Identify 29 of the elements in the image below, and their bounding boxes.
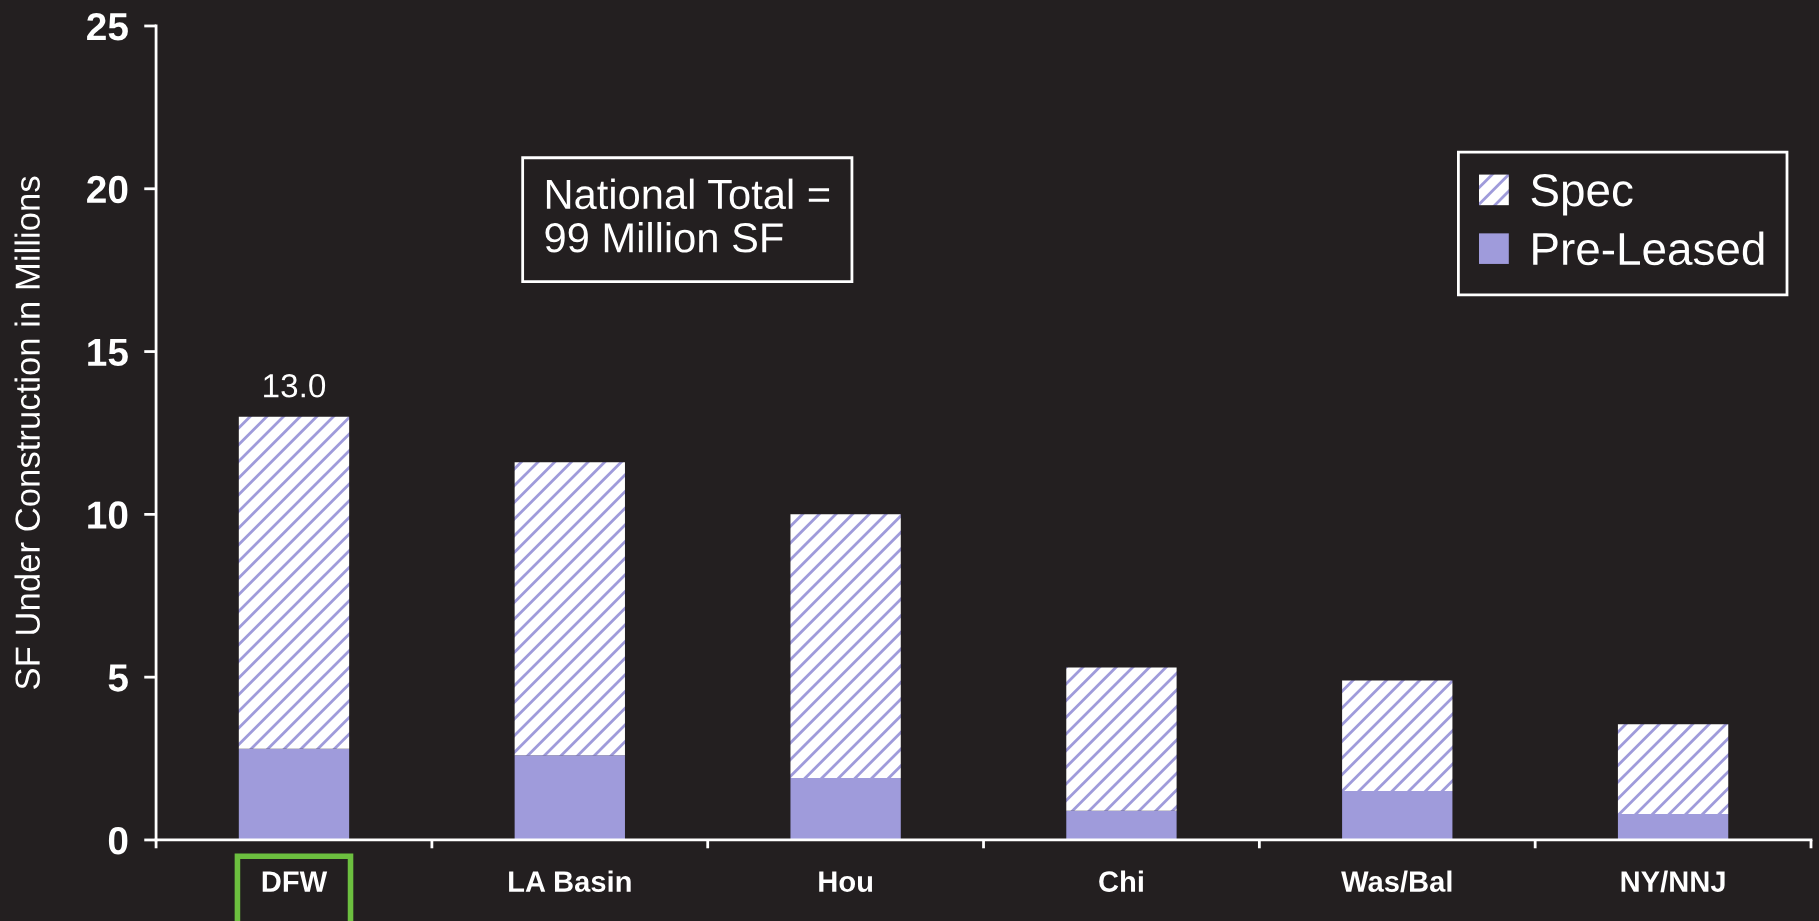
x-tick-label: LA Basin <box>509 870 631 892</box>
bar <box>238 748 350 840</box>
bar <box>1617 724 1729 814</box>
bar <box>514 462 625 756</box>
annotation: National Total = 99 Million SF <box>545 178 830 253</box>
x-tick-label: DFW <box>262 871 328 892</box>
bar <box>238 416 350 749</box>
bar <box>514 755 625 840</box>
bar <box>1066 810 1177 840</box>
legend-label: Spec <box>1531 173 1633 216</box>
y-tick-label: 0 <box>108 826 128 855</box>
y-tick-label: 25 <box>87 12 128 41</box>
bar <box>1617 813 1729 840</box>
y-tick-label: 5 <box>108 664 128 692</box>
y-tick-label: 20 <box>87 175 128 204</box>
x-tick-label: NY/NNJ <box>1621 870 1725 893</box>
x-tick-label: Was/Bal <box>1341 870 1452 893</box>
y-tick-label: 10 <box>88 501 128 529</box>
legend-label: Pre-Leased <box>1533 231 1764 266</box>
y-axis-title: SF Under Construction in Millions <box>14 176 40 689</box>
x-tick-label: Chi <box>1099 870 1143 892</box>
total-label: 13.0 <box>264 373 326 398</box>
bar <box>1342 680 1453 792</box>
bar <box>790 514 901 779</box>
bar <box>1066 667 1177 811</box>
bar <box>1342 791 1453 840</box>
y-tick-label: 15 <box>88 338 128 367</box>
bar <box>790 778 901 840</box>
x-tick-label: Hou <box>819 871 873 892</box>
